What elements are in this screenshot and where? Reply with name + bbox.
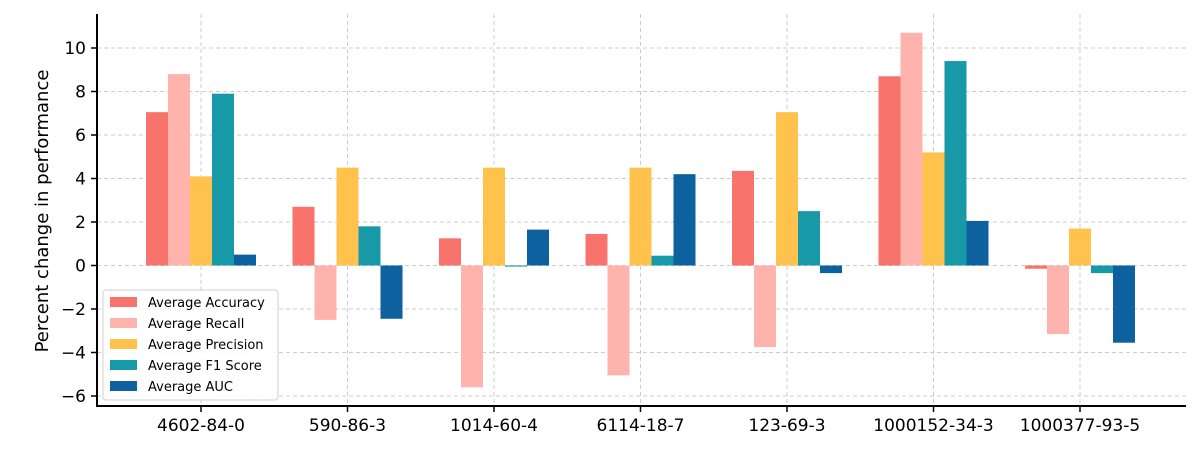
bar	[820, 265, 842, 274]
y-ticks: −6 −4 −2 0 2 4 6 8 10	[61, 39, 97, 407]
bar	[607, 265, 630, 376]
bar	[292, 206, 315, 266]
x-tick-label: 123-69-3	[748, 416, 825, 436]
bar	[483, 167, 505, 266]
legend-label: Average F1 Score	[148, 359, 262, 374]
legend-swatch	[110, 318, 137, 328]
y-tick-label: 4	[75, 170, 86, 190]
bar	[944, 61, 967, 266]
bar	[966, 220, 989, 266]
legend-label: Average Accuracy	[148, 296, 265, 311]
y-axis-title: Percent change in performance	[32, 70, 53, 353]
bar	[1025, 265, 1047, 269]
bar	[798, 211, 820, 266]
bar	[461, 265, 483, 388]
x-tick-label: 590-86-3	[309, 416, 386, 436]
legend-label: Average Recall	[148, 317, 244, 332]
bars	[146, 32, 1135, 388]
bar	[439, 238, 461, 266]
legend: Average Accuracy Average Recall Average Pr…	[102, 289, 279, 401]
legend-label: Average Precision	[148, 338, 264, 353]
bar	[1069, 228, 1091, 266]
bar	[1091, 265, 1113, 274]
y-tick-label: −2	[61, 300, 86, 320]
bar	[629, 167, 652, 266]
bar	[878, 76, 901, 266]
bar	[336, 167, 359, 266]
legend-swatch	[110, 381, 137, 391]
bar	[776, 112, 798, 266]
legend-frame	[102, 289, 279, 401]
bar	[651, 255, 674, 266]
x-tick-label: 4602-84-0	[157, 416, 245, 436]
x-ticks: 4602-84-0 590-86-3 1014-60-4 6114-18-7 123-6…	[157, 406, 1140, 436]
x-tick-label: 1000152-34-3	[873, 416, 993, 436]
legend-swatch	[110, 360, 137, 370]
y-tick-label: −6	[61, 387, 86, 407]
bar	[673, 174, 696, 266]
bar	[585, 233, 608, 266]
bar	[1047, 265, 1069, 335]
y-tick-label: 10	[64, 39, 86, 59]
y-tick-label: −4	[61, 344, 86, 364]
bar	[146, 112, 168, 266]
bar	[234, 254, 256, 266]
bar	[754, 265, 776, 348]
x-tick-label: 6114-18-7	[597, 416, 685, 436]
x-tick-label: 1014-60-4	[450, 416, 538, 436]
bar	[380, 265, 403, 319]
y-tick-label: 0	[75, 257, 86, 277]
bar	[732, 170, 754, 266]
y-tick-label: 6	[75, 126, 86, 146]
y-tick-label: 8	[75, 83, 86, 103]
legend-swatch	[110, 339, 137, 349]
bar	[190, 176, 212, 266]
y-tick-label: 2	[75, 213, 86, 233]
bar	[168, 74, 190, 266]
bar	[314, 265, 337, 320]
bar	[527, 229, 549, 266]
bar	[922, 152, 945, 266]
bar	[505, 265, 527, 267]
bar	[212, 93, 234, 266]
legend-label: Average AUC	[148, 380, 233, 395]
bar	[358, 226, 381, 266]
bar	[1113, 265, 1135, 343]
x-tick-label: 1000377-93-5	[1020, 416, 1140, 436]
legend-swatch	[110, 297, 137, 307]
bar	[900, 32, 923, 266]
